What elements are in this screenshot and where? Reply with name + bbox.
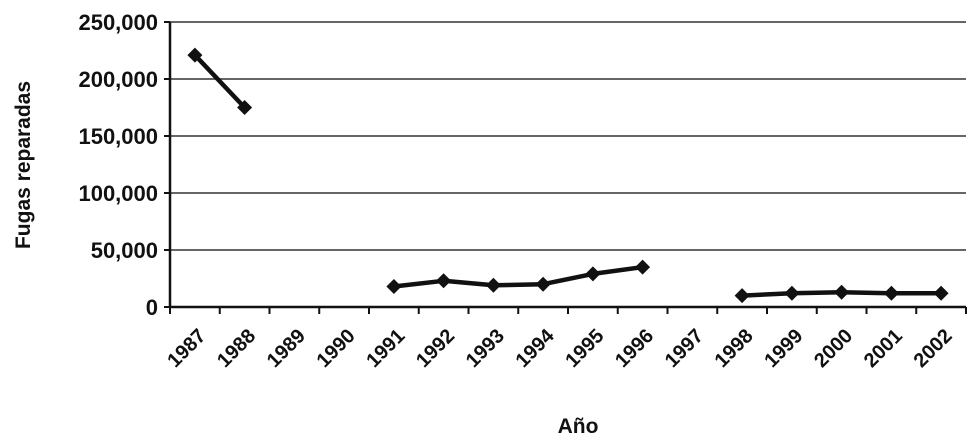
data-point-1993 xyxy=(485,277,501,293)
data-point-2002 xyxy=(933,285,949,301)
x-tick-label-1991: 1991 xyxy=(362,325,409,372)
data-point-1998 xyxy=(734,288,750,304)
y-tick-labels: 0 50,000 100,000 150,000 200,000 250,000 xyxy=(78,10,158,320)
series-line-segment-0-0 xyxy=(193,53,247,110)
series-markers xyxy=(187,47,949,304)
x-tick-label-1996: 1996 xyxy=(611,325,658,372)
data-point-1994 xyxy=(535,276,551,292)
x-tick-label-1999: 1999 xyxy=(760,325,807,372)
x-tick-label-1989: 1989 xyxy=(263,325,310,372)
x-axis-title: Año xyxy=(558,415,599,438)
series-lines xyxy=(193,53,942,298)
data-point-1992 xyxy=(436,273,452,289)
data-point-2000 xyxy=(834,284,850,300)
data-point-1999 xyxy=(784,285,800,301)
grid-lines xyxy=(170,21,966,251)
x-tick-label-2002: 2002 xyxy=(910,325,957,372)
data-point-1987 xyxy=(187,47,203,63)
x-tick-label-1990: 1990 xyxy=(313,325,360,372)
y-tick-label-0: 0 xyxy=(146,295,158,320)
x-tick-labels: 1987 1988 1989 1990 1991 1992 1993 1994 1995 1996… xyxy=(163,324,956,372)
x-tick-label-1997: 1997 xyxy=(661,325,708,372)
axes xyxy=(164,21,967,314)
data-point-1988 xyxy=(237,100,253,115)
x-tick-label-1995: 1995 xyxy=(561,325,608,372)
x-tick-label-1988: 1988 xyxy=(213,325,260,372)
y-tick-label-3: 150,000 xyxy=(78,124,158,149)
data-point-1995 xyxy=(585,266,601,282)
data-point-1996 xyxy=(635,259,651,275)
x-tick-label-1993: 1993 xyxy=(462,325,509,372)
y-tick-label-4: 200,000 xyxy=(78,67,158,92)
x-tick-label-1994: 1994 xyxy=(512,324,560,372)
data-point-2001 xyxy=(883,285,899,301)
series-line-segment-0-1 xyxy=(393,264,643,289)
x-tick-label-1992: 1992 xyxy=(412,325,459,372)
data-point-1991 xyxy=(386,279,402,294)
y-tick-label-2: 100,000 xyxy=(78,181,158,206)
x-tick-label-1987: 1987 xyxy=(163,325,210,372)
x-tick-label-2000: 2000 xyxy=(810,325,857,372)
y-tick-label-5: 250,000 xyxy=(78,10,158,35)
x-tick-label-1998: 1998 xyxy=(711,325,758,372)
y-axis-title: Fugas reparadas xyxy=(12,81,35,249)
x-tick-label-2001: 2001 xyxy=(860,325,907,372)
y-tick-label-1: 50,000 xyxy=(91,238,158,263)
